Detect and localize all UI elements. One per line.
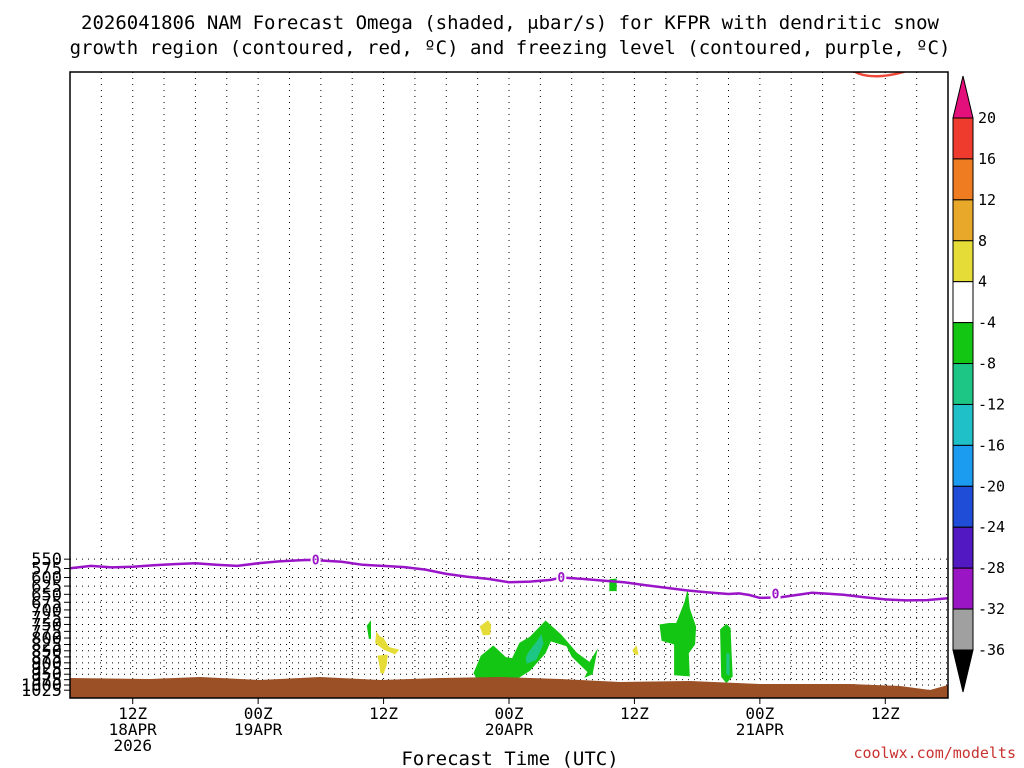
colorbar-label: 12 bbox=[978, 191, 996, 209]
colorbar-swatch bbox=[952, 281, 974, 324]
chart-title-line2: growth region (contoured, red, ºC) and f… bbox=[70, 37, 951, 59]
freezing-label-bg bbox=[556, 569, 567, 585]
surface-terrain-layer bbox=[70, 677, 948, 698]
colorbar-label: -36 bbox=[978, 641, 1005, 659]
colorbar-label: -32 bbox=[978, 600, 1005, 618]
x-tick-label: 18APR bbox=[109, 720, 158, 739]
colorbar-label: 8 bbox=[978, 232, 987, 250]
colorbar-label: 4 bbox=[978, 273, 987, 291]
freezing-level-label: 0 bbox=[312, 554, 320, 569]
freezing-label-bg bbox=[310, 551, 321, 567]
colorbar-label: 16 bbox=[978, 150, 996, 168]
x-tick-label: 00Z bbox=[244, 704, 273, 723]
colorbar-label: -8 bbox=[978, 355, 996, 373]
x-tick-label: 12Z bbox=[620, 704, 649, 723]
colorbar-label: -12 bbox=[978, 395, 1005, 413]
omega-shading-layer bbox=[366, 578, 733, 684]
y-tick-label: 700 bbox=[31, 601, 62, 621]
colorbar-label: -16 bbox=[978, 436, 1005, 454]
x-tick-label: 20APR bbox=[485, 720, 534, 739]
omega-region bbox=[375, 631, 400, 655]
gridlines bbox=[70, 72, 948, 698]
y-tick-label: 575 bbox=[31, 560, 62, 580]
y-tick-label: 950 bbox=[31, 665, 62, 685]
colorbar: 20 16 12 8 4 -4 -8 -12 -16 -20 -24 -28 -32 -36 bbox=[952, 75, 1005, 693]
x-tick-label: 2026 bbox=[113, 736, 152, 755]
omega-region bbox=[377, 654, 388, 674]
x-axis-title: Forecast Time (UTC) bbox=[401, 748, 618, 768]
omega-region bbox=[659, 588, 697, 677]
x-tick-label: 21APR bbox=[736, 720, 785, 739]
freezing-label-bg bbox=[770, 585, 781, 601]
colorbar-label: -28 bbox=[978, 559, 1005, 577]
freezing-level-label: 0 bbox=[772, 588, 780, 603]
omega-region bbox=[525, 634, 544, 664]
colorbar-swatch bbox=[952, 526, 974, 569]
y-tick-label: 800 bbox=[31, 629, 62, 649]
y-tick-label: 900 bbox=[31, 654, 62, 674]
y-tick-label: 625 bbox=[31, 577, 62, 597]
omega-region bbox=[366, 620, 371, 640]
plot-area: 0 0 0 bbox=[69, 71, 949, 699]
x-tick-label: 12Z bbox=[118, 704, 147, 723]
colorbar-top-arrow bbox=[952, 75, 974, 119]
y-tick-label: 875 bbox=[31, 648, 62, 668]
y-tick-label: 1025 bbox=[21, 681, 62, 701]
chart-title-line1: 2026041806 NAM Forecast Omega (shaded, μ… bbox=[81, 12, 939, 34]
colorbar-swatch bbox=[952, 403, 974, 446]
y-tick-label: 975 bbox=[31, 671, 62, 691]
colorbar-swatch bbox=[952, 608, 974, 651]
x-tick-label: 12Z bbox=[369, 704, 398, 723]
y-tick-label: 750 bbox=[31, 615, 62, 635]
colorbar-swatch bbox=[952, 567, 974, 610]
y-tick-label: 725 bbox=[31, 608, 62, 628]
y-tick-label: 550 bbox=[31, 550, 62, 570]
x-tick-label: 00Z bbox=[495, 704, 524, 723]
colorbar-swatch bbox=[952, 158, 974, 201]
y-tick-label: 775 bbox=[31, 622, 62, 642]
colorbar-swatch bbox=[952, 363, 974, 405]
y-tick-label: 925 bbox=[31, 660, 62, 680]
y-tick-label: 650 bbox=[31, 585, 62, 605]
colorbar-swatch bbox=[952, 485, 974, 528]
surface-terrain bbox=[70, 677, 948, 698]
x-tick-label: 00Z bbox=[745, 704, 774, 723]
freezing-level-label: 0 bbox=[557, 571, 565, 586]
y-tick-label: 600 bbox=[31, 568, 62, 588]
colorbar-swatch bbox=[952, 322, 974, 365]
colorbar-label: -20 bbox=[978, 477, 1005, 495]
y-axis-ticks: 5505756006256506757007257507758008258508… bbox=[21, 550, 70, 701]
omega-region bbox=[726, 653, 730, 676]
y-tick-label: 825 bbox=[31, 636, 62, 656]
colorbar-label: -24 bbox=[978, 518, 1005, 536]
colorbar-swatch bbox=[952, 117, 974, 160]
x-tick-label: 12Z bbox=[871, 704, 900, 723]
omega-region bbox=[632, 645, 639, 655]
credit-text: coolwx.com/modelts bbox=[853, 744, 1016, 762]
omega-region bbox=[479, 620, 492, 636]
freezing-level-line bbox=[70, 558, 948, 602]
colorbar-swatch bbox=[952, 240, 974, 283]
colorbar-bottom-arrow bbox=[952, 649, 974, 693]
freezing-level-layer: 0 0 0 bbox=[70, 551, 948, 603]
colorbar-swatch bbox=[952, 444, 974, 487]
y-tick-label: 675 bbox=[31, 593, 62, 613]
colorbar-swatch bbox=[952, 199, 974, 242]
y-tick-label: 850 bbox=[31, 642, 62, 662]
y-tick-label: 1000 bbox=[21, 676, 62, 696]
x-tick-label: 19APR bbox=[234, 720, 283, 739]
colorbar-label: 20 bbox=[978, 109, 996, 127]
colorbar-label: -4 bbox=[978, 314, 996, 332]
